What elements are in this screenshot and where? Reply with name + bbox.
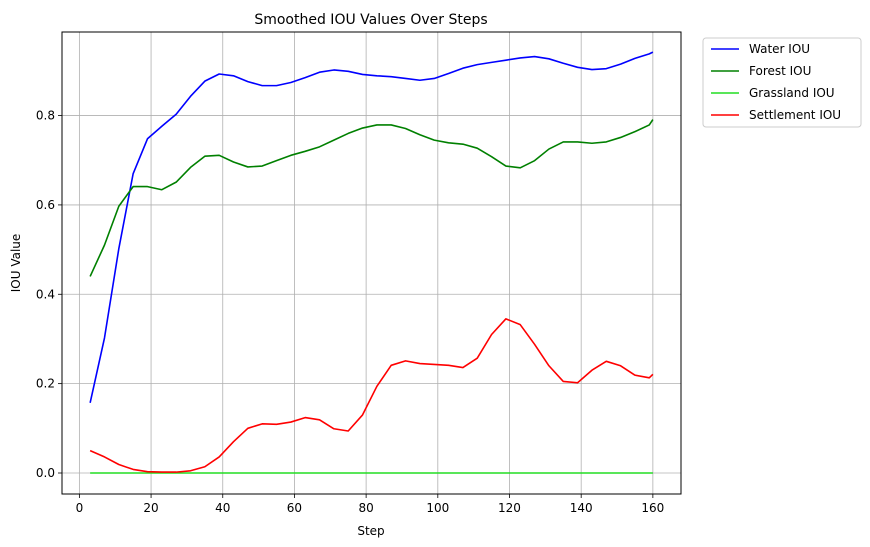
y-tick-label: 0.6: [36, 198, 55, 212]
water-iou-line: [89, 51, 654, 404]
x-tick-label: 140: [570, 501, 593, 515]
legend-label-grassland-iou: Grassland IOU: [749, 86, 835, 100]
x-tick-label: 20: [143, 501, 158, 515]
x-tick-label: 60: [287, 501, 302, 515]
y-tick-label: 0.8: [36, 109, 55, 123]
x-tick-label: 0: [76, 501, 84, 515]
settlement-iou-line: [89, 318, 654, 473]
plot-area-frame: [61, 31, 682, 495]
x-tick-label: 80: [358, 501, 373, 515]
legend-label-settlement-iou: Settlement IOU: [749, 108, 841, 122]
legend-label-forest-iou: Forest IOU: [749, 64, 811, 78]
x-tick-label: 160: [641, 501, 664, 515]
x-tick-label: 40: [215, 501, 230, 515]
legend: Water IOU Forest IOU Grassland IOU Settleme…: [702, 37, 862, 128]
x-tick-label: 100: [426, 501, 449, 515]
chart-title: Smoothed IOU Values Over Steps: [254, 12, 487, 28]
y-tick-label: 0.0: [36, 466, 55, 480]
legend-label-water-iou: Water IOU: [749, 42, 810, 56]
forest-iou-line: [89, 119, 654, 277]
y-axis-label: IOU Value: [9, 234, 23, 293]
x-axis-ticks: 0 20 40 60 80 100 120 140 160: [76, 494, 664, 515]
x-axis-label: Step: [357, 524, 384, 538]
series-lines: [89, 51, 654, 474]
y-tick-label: 0.4: [36, 287, 55, 301]
y-tick-label: 0.2: [36, 377, 55, 391]
x-tick-label: 120: [498, 501, 521, 515]
legend-box: [702, 37, 862, 128]
y-axis-ticks: 0.0 0.2 0.4 0.6 0.8: [36, 109, 62, 480]
